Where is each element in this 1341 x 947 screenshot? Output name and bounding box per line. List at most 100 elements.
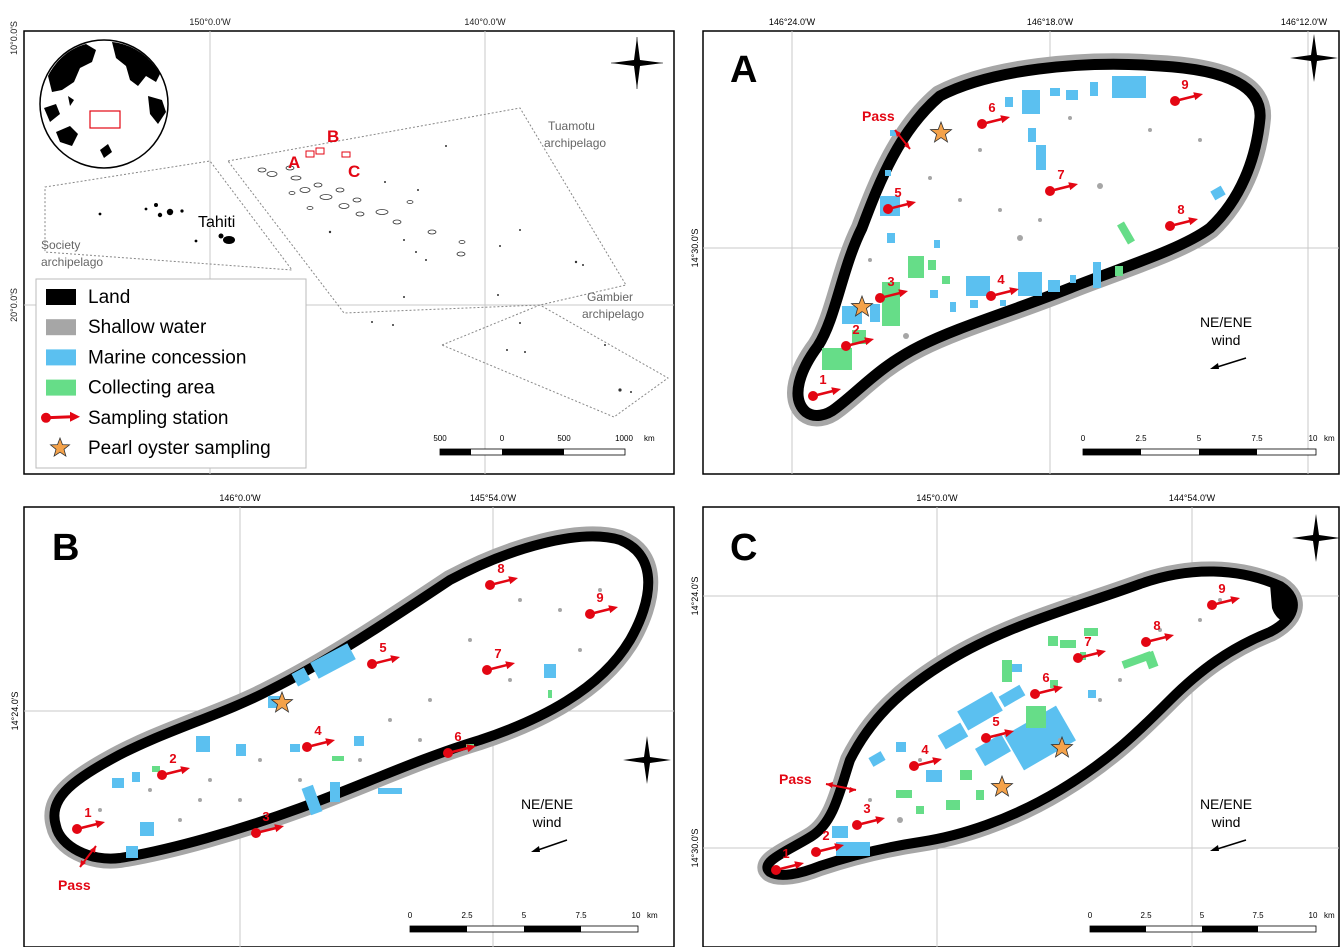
overview-scale-t0: 500 [433, 434, 447, 443]
arrowhead-icon [906, 200, 916, 209]
legend-item: Shallow water [46, 317, 207, 338]
sampling-station: 7 [1073, 634, 1106, 663]
station-label: 2 [822, 828, 829, 843]
arrowhead-icon [932, 757, 942, 766]
panel-a-scale-t2: 5 [1197, 434, 1202, 443]
panel-c-stars [990, 735, 1074, 797]
overview-label-b: B [327, 127, 339, 146]
panel-a-stars [850, 120, 953, 317]
station-label: 6 [988, 100, 995, 115]
overview-scale-t1: 0 [500, 434, 505, 443]
sampling-station: 2 [157, 751, 190, 780]
arrowhead-icon [390, 655, 400, 664]
panel-a-scale-t3: 7.5 [1251, 434, 1263, 443]
panel-b-pass-label: Pass [58, 877, 91, 893]
arrowhead-icon [1164, 633, 1174, 642]
sampling-station: 7 [482, 646, 515, 675]
panel-a-letter: A [730, 49, 757, 91]
panel-b-scale-unit: km [647, 911, 658, 920]
arrowhead-icon [898, 289, 908, 298]
pearl-oyster-star-icon [270, 690, 294, 713]
panel-a-pass-arrowheads [895, 130, 910, 149]
sampling-station: 9 [585, 590, 618, 619]
arrowhead-icon [794, 861, 804, 870]
station-label: 9 [1218, 581, 1225, 596]
panel-b-stations: 1 2 3 4 5 6 7 8 9 [72, 561, 618, 838]
arrowhead-icon [1230, 596, 1240, 605]
arrowhead-icon [1004, 729, 1014, 738]
panel-c-scale-unit: km [1324, 911, 1335, 920]
society-zone [44, 160, 294, 271]
globe-inset-box [89, 110, 121, 129]
legend-label: Shallow water [88, 317, 207, 338]
arrowhead-icon [325, 738, 335, 747]
panel-c-scale-bar: 0 2.5 5 7.5 10 km [1088, 911, 1335, 933]
station-label: 7 [494, 646, 501, 661]
panel-c-pass-label: Pass [779, 771, 812, 787]
arrowhead-icon [1000, 115, 1010, 124]
station-label: 6 [1042, 670, 1049, 685]
legend-swatch [46, 319, 76, 336]
panel-a-wind-2: wind [1211, 332, 1241, 348]
sampling-station: 8 [1141, 618, 1174, 647]
sampling-station: 4 [986, 272, 1019, 301]
sampling-station: 6 [977, 100, 1010, 129]
panel-c-scale-t1: 2.5 [1140, 911, 1152, 920]
panel-a-lon-3: 146°12.0'W [1281, 17, 1328, 27]
arrowhead-icon [70, 411, 80, 422]
panel-a-scale-t1: 2.5 [1135, 434, 1147, 443]
gambier-dots [506, 322, 632, 393]
panel-b-scale-t1: 2.5 [461, 911, 473, 920]
arrowhead-icon [834, 843, 844, 852]
panel-c-lon-1: 145°0.0'W [916, 493, 958, 503]
overview-lat-1: 10°0.0'S [9, 21, 19, 55]
panel-c-pass-arrowheads [826, 782, 856, 793]
tahiti-label: Tahiti [198, 214, 235, 231]
station-label: 3 [887, 274, 894, 289]
arrowhead-icon [831, 387, 841, 396]
sampling-station: 4 [909, 742, 942, 771]
panel-a-lon-2: 146°18.0'W [1027, 17, 1074, 27]
sampling-station: 7 [1045, 167, 1078, 196]
station-label: 4 [997, 272, 1005, 287]
sampling-station: 8 [1165, 202, 1198, 231]
overview-lon-2: 140°0.0'W [464, 17, 506, 27]
legend-swatch [46, 349, 76, 366]
tuamotu-dots [328, 145, 584, 326]
sampling-station: 1 [808, 372, 841, 401]
sampling-station: 9 [1170, 77, 1203, 106]
overview-scale-t3: 1000 [615, 434, 633, 443]
arrowhead-icon [274, 824, 284, 833]
station-label: 8 [1153, 618, 1160, 633]
gambier-zone [440, 304, 669, 418]
panel-b-concessions [112, 643, 556, 858]
legend-swatch [46, 379, 76, 396]
sampling-station: 1 [72, 805, 105, 834]
panel-c-collecting [896, 628, 1159, 814]
atoll-b [44, 526, 659, 869]
panel-b-scale-bar: 0 2.5 5 7.5 10 km [408, 911, 658, 933]
society-label-1: Society [41, 238, 80, 252]
arrowhead-icon [95, 820, 105, 829]
society-label-2: archipelago [41, 255, 103, 269]
panel-c-stations: 1 2 3 4 5 6 7 8 9 [771, 581, 1240, 875]
legend-item: Marine concession [46, 347, 246, 368]
overview-panel: 150°0.0'W 140°0.0'W 10°0.0'S 20°0.0'S [9, 17, 675, 475]
arrowhead-icon [180, 766, 190, 775]
legend-item: Collecting area [46, 378, 215, 399]
arrowhead-icon [875, 816, 885, 825]
panel-b-lon-1: 146°0.0'W [219, 493, 261, 503]
arrowhead-icon [1188, 217, 1198, 226]
legend-item: Land [46, 287, 130, 308]
tuamotu-label-2: archipelago [544, 136, 606, 150]
overview-label-c: C [348, 162, 360, 181]
station-label: 4 [921, 742, 929, 757]
panel-b-wind-2: wind [532, 814, 562, 830]
panel-c-shallow [868, 598, 1222, 823]
station-label: 1 [819, 372, 826, 387]
station-label: 2 [169, 751, 176, 766]
compass-rose-icon [1292, 514, 1340, 562]
station-label: 5 [992, 714, 999, 729]
panel-b-scale-t2: 5 [522, 911, 527, 920]
